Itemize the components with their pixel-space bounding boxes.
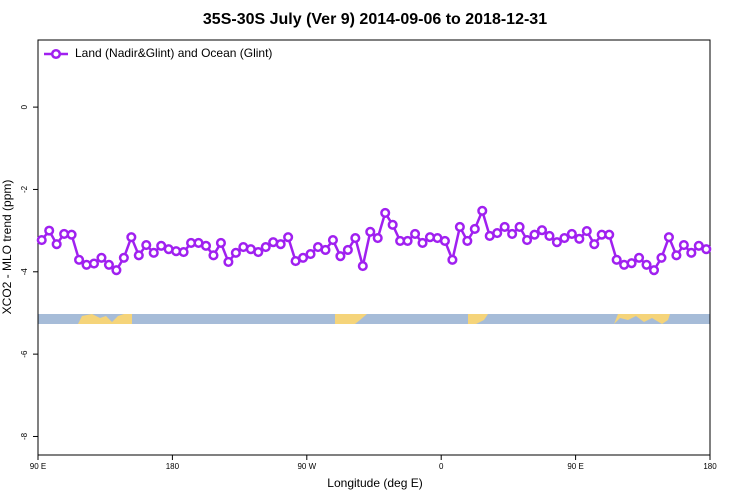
data-point [701, 244, 712, 255]
data-point [66, 229, 77, 240]
data-point [230, 247, 241, 258]
y-tick-label: -2 [20, 185, 29, 193]
data-point [327, 235, 338, 246]
data-point [253, 246, 264, 258]
data-point [380, 207, 391, 218]
data-point [469, 223, 480, 235]
y-axis-label: XCO2 - MLO trend (ppm) [0, 180, 14, 315]
data-point [454, 221, 465, 232]
plot-frame [37, 39, 711, 456]
data-point [656, 252, 667, 263]
legend-label: Land (Nadir&Glint) and Ocean (Glint) [75, 46, 272, 60]
data-point [148, 247, 159, 258]
data-point [536, 225, 548, 236]
data-point [36, 235, 47, 246]
x-tick-label: 180 [703, 462, 717, 471]
data-point [574, 233, 585, 244]
data-point [357, 260, 368, 272]
data-point [111, 265, 122, 276]
data-point [74, 254, 85, 265]
data-point [350, 232, 361, 244]
data-point [626, 258, 637, 269]
data-point [223, 256, 234, 267]
land-ocean-strip [38, 314, 710, 324]
data-point [611, 254, 622, 265]
data-point [514, 221, 525, 232]
data-point [275, 239, 286, 250]
data-point [88, 258, 100, 269]
data-point [581, 225, 592, 237]
data-point [447, 254, 458, 265]
data-point [648, 265, 660, 276]
data-point [686, 247, 697, 258]
data-point [283, 232, 294, 243]
data-point [529, 229, 540, 240]
data-point [372, 232, 383, 244]
y-tick-label: -4 [20, 268, 29, 276]
data-point [387, 219, 398, 230]
data-point [133, 250, 144, 261]
data-point [335, 251, 346, 262]
data-point [477, 205, 488, 216]
data-point [103, 259, 114, 270]
data-point [507, 228, 518, 239]
data-point [208, 250, 219, 261]
data-point [178, 246, 189, 258]
data-point [96, 252, 107, 263]
data-point [522, 235, 533, 246]
data-point [305, 249, 316, 260]
x-tick-label: 90 E [567, 462, 583, 471]
data-point [141, 239, 152, 251]
data-point [492, 228, 503, 239]
x-tick-label: 90 E [30, 462, 46, 471]
data-point [417, 237, 428, 249]
data-point [641, 259, 652, 270]
data-point [215, 237, 226, 249]
x-tick-label: 90 W [297, 462, 316, 471]
data-point [634, 252, 645, 263]
y-tick-label: 0 [20, 104, 29, 109]
data-point [544, 230, 555, 242]
data-point [410, 228, 421, 239]
x-tick-label: 0 [439, 462, 444, 471]
data-point [559, 232, 570, 244]
data-point [118, 252, 129, 263]
data-point [126, 232, 137, 243]
chart-title: 35S-30S July (Ver 9) 2014-09-06 to 2018-… [203, 11, 547, 28]
data-point [589, 239, 600, 250]
x-tick-label: 180 [166, 462, 180, 471]
data-point [499, 221, 510, 232]
y-tick-label: -8 [20, 432, 29, 440]
data-point [320, 244, 331, 256]
data-point [365, 226, 376, 237]
legend-marker [50, 48, 62, 60]
data-point [298, 252, 309, 263]
data-point [566, 228, 577, 239]
data-point [671, 250, 682, 261]
data-point [551, 237, 562, 248]
data-point [402, 235, 413, 246]
data-point [439, 235, 450, 246]
data-point [663, 232, 674, 243]
data-point [260, 242, 271, 253]
data-point [342, 244, 353, 256]
data-point [604, 229, 615, 240]
x-axis-label: Longitude (deg E) [327, 476, 422, 490]
data-point [44, 225, 55, 236]
y-tick-label: -6 [20, 350, 29, 358]
data-point [678, 239, 689, 251]
data-point [51, 239, 62, 250]
data-point [462, 235, 473, 246]
data-point [200, 240, 212, 251]
